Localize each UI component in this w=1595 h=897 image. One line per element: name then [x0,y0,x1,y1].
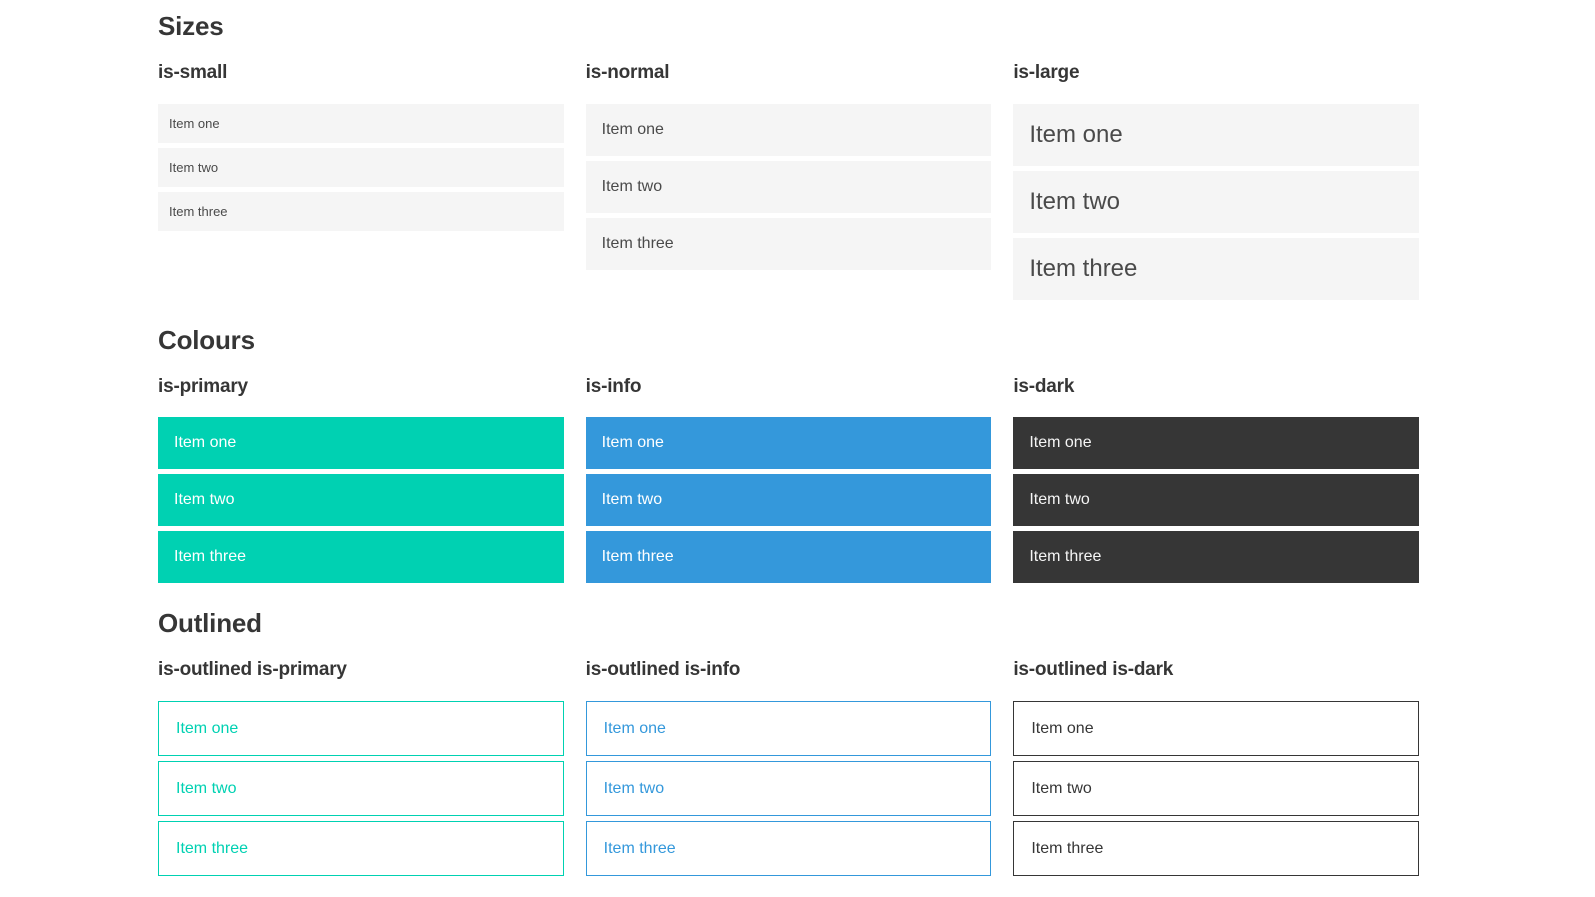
list-item[interactable]: Item one [585,417,992,470]
list-item[interactable]: Item three [158,531,564,584]
column-is-outlined-is-dark: is-outlined is-dark Item one Item two It… [1013,639,1419,877]
list-is-large: Item one Item two Item three [1013,103,1419,300]
section-title-outlined: Outlined [158,608,262,639]
column-is-outlined-is-primary: is-outlined is-primary Item one Item two… [158,639,564,877]
list-item[interactable]: Item one [585,701,992,757]
section-sizes: Sizes is-small Item one Item two Item th… [158,0,1419,300]
column-header-is-outlined-is-info: is-outlined is-info [585,659,741,681]
list-is-small: Item one Item two Item three [158,103,564,231]
list-item[interactable]: Item two [585,160,992,213]
column-header-is-outlined-is-primary: is-outlined is-primary [158,659,347,681]
list-is-info: Item one Item two Item three [585,417,992,584]
section-title-sizes: Sizes [158,11,224,41]
list-item[interactable]: Item three [585,217,992,270]
column-is-outlined-is-info: is-outlined is-info Item one Item two It… [585,639,992,877]
list-is-dark: Item one Item two Item three [1013,417,1419,584]
section-title-colours: Colours [158,324,255,355]
colours-columns: is-primary Item one Item two Item three … [158,356,1419,584]
list-is-primary: Item one Item two Item three [158,417,564,584]
list-item[interactable]: Item three [585,821,992,877]
list-item[interactable]: Item two [1013,170,1419,233]
list-item[interactable]: Item one [158,103,564,143]
column-is-primary: is-primary Item one Item two Item three [158,356,564,584]
list-item[interactable]: Item two [158,761,564,817]
column-is-dark: is-dark Item one Item two Item three [1013,356,1419,584]
column-header-is-large: is-large [1013,61,1080,83]
column-header-is-info: is-info [585,375,642,397]
list-item[interactable]: Item one [585,103,992,156]
list-item[interactable]: Item one [1013,417,1419,470]
list-item[interactable]: Item three [158,821,564,877]
list-item[interactable]: Item one [158,701,564,757]
section-colours: Colours is-primary Item one Item two Ite… [158,300,1419,584]
column-is-small: is-small Item one Item two Item three [158,42,564,300]
list-item[interactable]: Item two [158,147,564,187]
list-item[interactable]: Item three [1013,821,1419,877]
column-header-is-small: is-small [158,61,228,83]
sizes-columns: is-small Item one Item two Item three is… [158,42,1419,300]
column-is-large: is-large Item one Item two Item three [1013,42,1419,300]
list-item[interactable]: Item two [585,761,992,817]
column-header-is-normal: is-normal [585,61,670,83]
outlined-columns: is-outlined is-primary Item one Item two… [158,639,1419,877]
list-item[interactable]: Item three [1013,237,1419,300]
column-header-is-dark: is-dark [1013,375,1075,397]
list-item[interactable]: Item three [158,191,564,231]
list-is-outlined-is-primary: Item one Item two Item three [158,701,564,877]
list-is-outlined-is-dark: Item one Item two Item three [1013,701,1419,877]
column-is-info: is-info Item one Item two Item three [585,356,992,584]
list-item[interactable]: Item three [585,531,992,584]
list-item[interactable]: Item two [1013,474,1419,527]
list-is-normal: Item one Item two Item three [585,103,992,270]
section-outlined: Outlined is-outlined is-primary Item one… [158,583,1419,877]
list-item[interactable]: Item two [1013,761,1419,817]
list-item[interactable]: Item one [158,417,564,470]
list-item[interactable]: Item one [1013,103,1419,166]
column-header-is-outlined-is-dark: is-outlined is-dark [1013,659,1174,681]
list-item[interactable]: Item three [1013,531,1419,584]
list-item[interactable]: Item one [1013,701,1419,757]
list-item[interactable]: Item two [158,474,564,527]
list-is-outlined-is-info: Item one Item two Item three [585,701,992,877]
column-header-is-primary: is-primary [158,375,248,397]
list-item[interactable]: Item two [585,474,992,527]
list-component-demo-page: Sizes is-small Item one Item two Item th… [158,0,1419,877]
column-is-normal: is-normal Item one Item two Item three [585,42,992,300]
